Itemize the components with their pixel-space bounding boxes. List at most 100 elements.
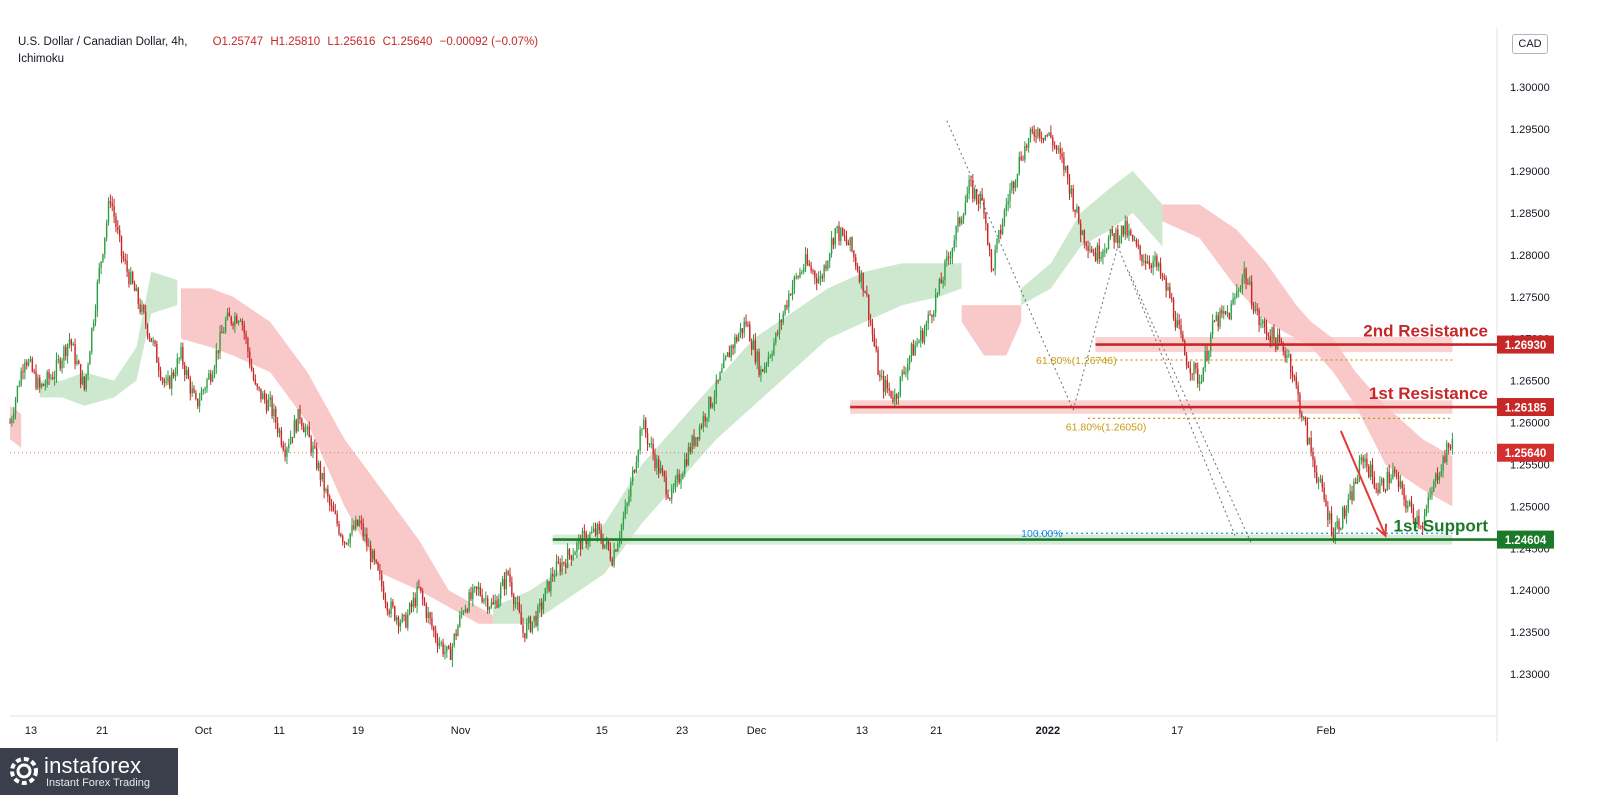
- candle-down: [565, 563, 567, 568]
- candle-down: [1026, 145, 1028, 148]
- candle-down: [875, 345, 877, 350]
- candle-up: [1133, 240, 1136, 242]
- candle-up: [1105, 249, 1108, 251]
- candle-down: [503, 579, 506, 590]
- candle-down: [247, 338, 249, 352]
- candle-down: [403, 614, 405, 616]
- candle-up: [671, 489, 673, 499]
- candle-down: [137, 288, 139, 305]
- candle-down: [193, 388, 195, 393]
- candle-down: [797, 276, 799, 278]
- candle-up: [399, 622, 402, 627]
- candle-down: [115, 216, 117, 228]
- forecast-arrow-head: [1375, 523, 1388, 538]
- candle-up: [592, 528, 595, 532]
- candle-down: [184, 364, 186, 375]
- candle-up: [278, 430, 281, 433]
- candle-down: [1420, 525, 1422, 527]
- candle-down: [812, 270, 814, 272]
- candle-down: [1053, 145, 1056, 147]
- ichimoku-cloud: [10, 171, 1453, 624]
- candle-up: [200, 391, 203, 401]
- candle-up: [440, 642, 442, 644]
- candle-up: [215, 350, 218, 368]
- candle-up: [527, 617, 530, 623]
- candle-down: [1213, 320, 1216, 322]
- candle-down: [847, 242, 849, 246]
- candle-down: [1117, 229, 1119, 243]
- candle-down: [970, 179, 972, 181]
- candle-up: [107, 201, 110, 223]
- candle-up: [304, 428, 307, 433]
- candle-down: [864, 291, 866, 293]
- candle-down: [65, 346, 67, 357]
- candle-down: [31, 359, 34, 372]
- candle-up: [1241, 277, 1244, 289]
- candle-down: [1061, 153, 1063, 158]
- candle-down: [1156, 256, 1158, 267]
- candle-down: [1310, 437, 1312, 452]
- candle-down: [78, 360, 80, 365]
- candle-up: [637, 450, 639, 463]
- bullish-cloud: [493, 263, 962, 624]
- candle-up: [957, 217, 959, 227]
- candle-down: [1412, 508, 1415, 518]
- candle-up: [289, 437, 292, 445]
- candle-down: [1371, 464, 1374, 477]
- x-tick-label: Oct: [195, 725, 212, 737]
- candle-up: [460, 612, 463, 615]
- candle-down: [1161, 275, 1164, 277]
- candle-down: [697, 437, 699, 440]
- candle-down: [598, 524, 600, 530]
- candle-up: [483, 599, 485, 602]
- candle-up: [1360, 457, 1363, 461]
- candle-up: [1329, 513, 1331, 520]
- candle-up: [767, 357, 770, 364]
- candle-up: [773, 342, 775, 355]
- candle-down: [1163, 276, 1165, 279]
- currency-button[interactable]: CAD: [1512, 34, 1548, 54]
- candle-down: [838, 226, 840, 241]
- candle-down: [1418, 515, 1420, 526]
- candle-down: [786, 305, 788, 308]
- candle-up: [472, 587, 474, 600]
- candle-up: [347, 543, 349, 545]
- candle-down: [449, 648, 452, 660]
- candle-up: [1158, 263, 1160, 267]
- candle-down: [1182, 334, 1184, 342]
- candle-down: [343, 541, 346, 543]
- candle-down: [959, 217, 961, 224]
- candle-down: [552, 573, 554, 577]
- candle-down: [1187, 365, 1190, 368]
- candle-up: [1349, 491, 1351, 500]
- candle-down: [1291, 372, 1294, 377]
- candle-up: [1243, 268, 1245, 278]
- candle-up: [505, 571, 507, 590]
- candle-up: [237, 321, 240, 324]
- candle-up: [477, 586, 480, 590]
- y-tick-label: 1.27500: [1510, 292, 1550, 304]
- candle-down: [1304, 417, 1307, 423]
- candle-down: [1217, 315, 1219, 327]
- candle-down: [1126, 220, 1128, 236]
- candle-down: [1040, 138, 1043, 140]
- candle-up: [317, 463, 320, 469]
- candle-up: [791, 286, 794, 296]
- candle-up: [946, 256, 948, 262]
- candle-down: [197, 398, 199, 407]
- candle-up: [1249, 281, 1251, 285]
- candle-down: [276, 423, 279, 433]
- candle-down: [405, 615, 407, 628]
- candle-down: [609, 548, 612, 560]
- candle-up: [1152, 261, 1154, 268]
- candle-up: [726, 352, 729, 357]
- candle-down: [1144, 260, 1147, 264]
- candle-down: [48, 372, 50, 379]
- candle-down: [1055, 145, 1058, 150]
- candle-up: [691, 435, 693, 453]
- candle-up: [92, 322, 95, 329]
- candle-up: [591, 531, 593, 534]
- candle-down: [1258, 310, 1260, 326]
- candle-up: [1146, 261, 1149, 264]
